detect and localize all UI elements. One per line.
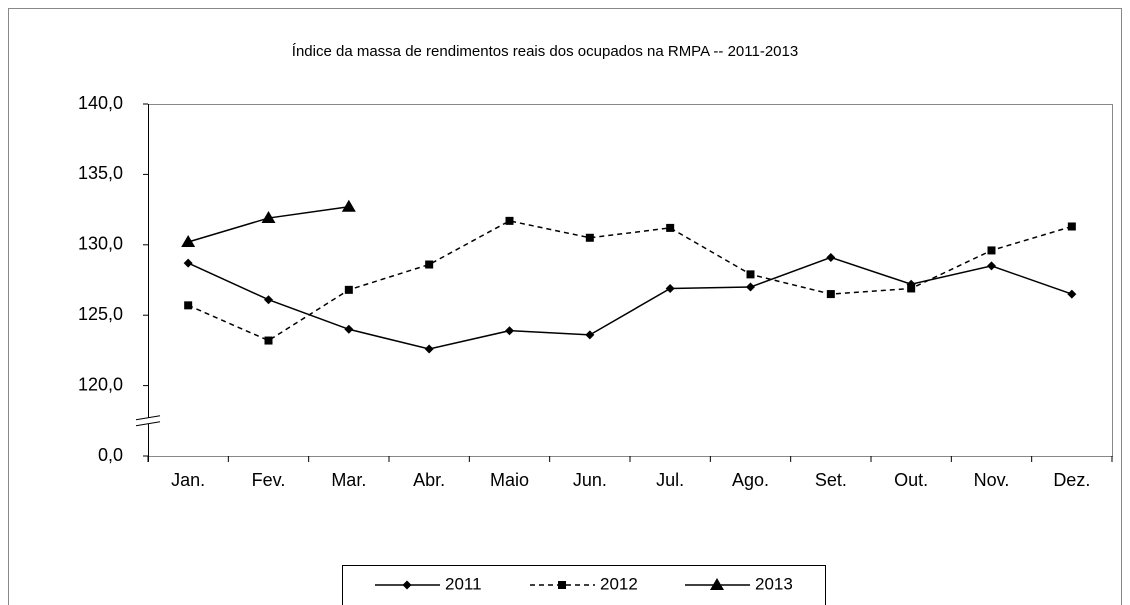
marker xyxy=(826,290,835,299)
legend-label: 2011 xyxy=(445,574,482,593)
marker xyxy=(987,246,996,255)
x-tick-label: Maio xyxy=(490,470,529,490)
marker xyxy=(746,270,755,279)
axis-break-gap xyxy=(136,417,160,424)
marker xyxy=(344,324,354,334)
plot-frame xyxy=(148,104,1113,457)
marker xyxy=(184,301,193,310)
legend-label: 2012 xyxy=(600,574,638,593)
chart-border xyxy=(8,8,1122,605)
marker xyxy=(264,336,273,345)
marker xyxy=(1067,289,1077,299)
marker xyxy=(344,285,353,294)
marker xyxy=(826,252,836,262)
x-tick-label: Jul. xyxy=(656,470,684,490)
x-tick-label: Nov. xyxy=(974,470,1010,490)
y-tick-label: 125,0 xyxy=(78,304,123,324)
marker xyxy=(425,260,434,269)
marker xyxy=(1067,222,1076,231)
axis-break xyxy=(135,421,161,427)
marker xyxy=(665,283,675,293)
legend-marker xyxy=(558,581,566,589)
series-line xyxy=(187,256,1073,350)
marker xyxy=(746,282,755,292)
marker xyxy=(585,233,594,242)
marker xyxy=(261,211,276,224)
y-tick-label: 135,0 xyxy=(78,163,123,183)
legend-marker xyxy=(710,578,724,590)
y-tick-label: 140,0 xyxy=(78,93,123,113)
x-tick-label: Out. xyxy=(894,470,928,490)
legend-marker xyxy=(402,580,412,590)
marker xyxy=(505,216,514,225)
marker xyxy=(666,223,675,232)
x-tick-label: Set. xyxy=(815,470,847,490)
marker xyxy=(264,295,273,305)
x-tick-label: Mar. xyxy=(331,470,366,490)
y-tick-label: 130,0 xyxy=(78,234,123,254)
marker xyxy=(585,330,595,340)
marker xyxy=(987,261,996,271)
series-line xyxy=(187,220,1073,342)
marker xyxy=(183,258,193,268)
marker xyxy=(907,284,916,293)
x-tick-label: Abr. xyxy=(413,470,445,490)
chart-title: Índice da massa de rendimentos reais dos… xyxy=(292,43,798,60)
x-tick-label: Ago. xyxy=(732,470,769,490)
legend-label: 2013 xyxy=(755,574,793,593)
marker xyxy=(505,326,514,336)
y-tick-label: 120,0 xyxy=(78,374,123,394)
y-tick-label: 0,0 xyxy=(98,445,123,465)
marker xyxy=(424,344,434,354)
marker xyxy=(181,234,196,247)
x-tick-label: Dez. xyxy=(1053,470,1090,490)
axis-break xyxy=(135,415,161,421)
x-tick-label: Fev. xyxy=(252,470,286,490)
marker xyxy=(341,199,356,212)
x-tick-label: Jun. xyxy=(573,470,607,490)
x-tick-label: Jan. xyxy=(171,470,205,490)
